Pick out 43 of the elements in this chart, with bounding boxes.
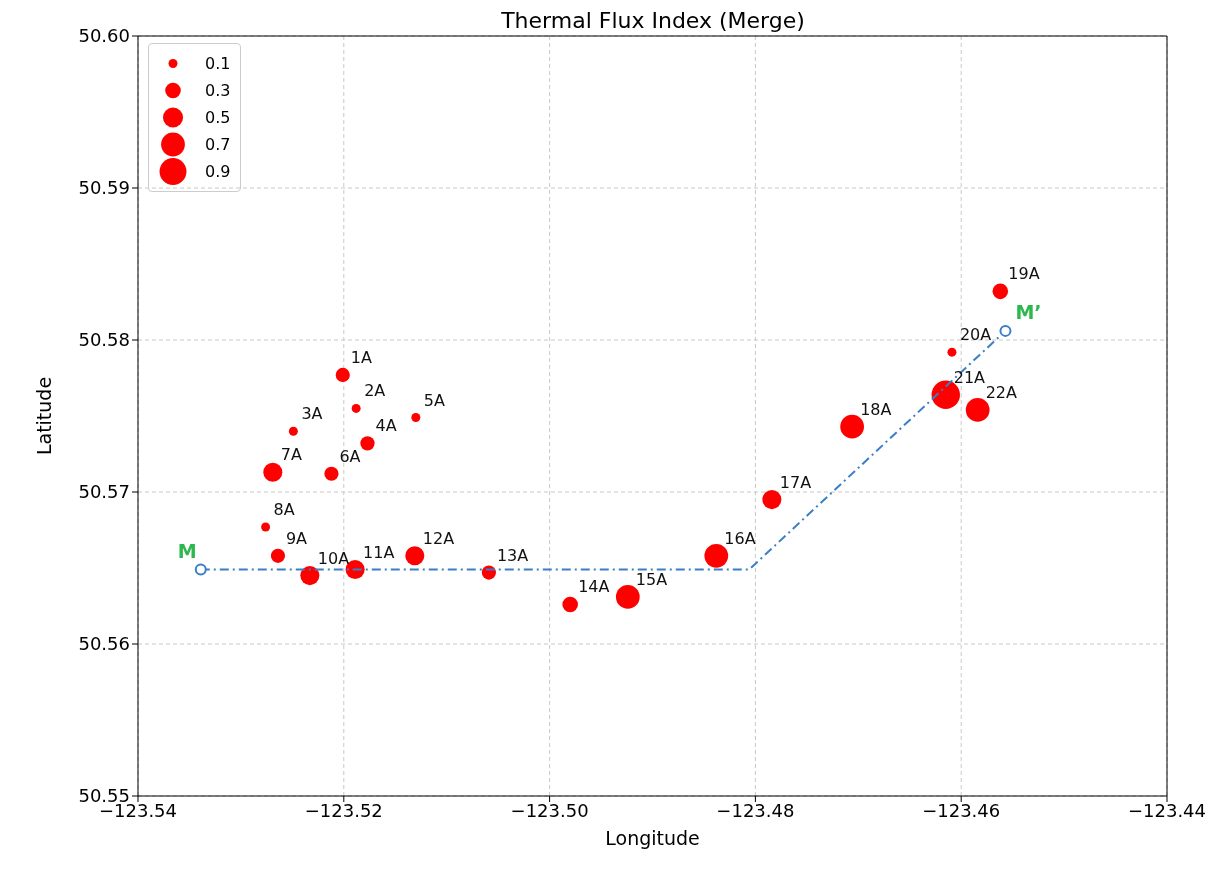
- annotation: 15A: [635, 569, 668, 589]
- annotation: 2A: [364, 381, 386, 401]
- x-tick-label: −123.52: [304, 799, 383, 821]
- y-tick-label: 50.56: [78, 633, 130, 655]
- x-tick-label: −123.48: [716, 799, 795, 821]
- legend-label: 0.5: [205, 108, 231, 127]
- annotation: 12A: [422, 528, 455, 548]
- annotation: 6A: [339, 446, 361, 466]
- y-tick-label: 50.57: [78, 481, 130, 503]
- annotation: M: [177, 539, 197, 562]
- annotation: M’: [1015, 300, 1042, 323]
- legend-label: 0.1: [205, 54, 231, 73]
- annotation: 7A: [280, 445, 302, 465]
- x-tick-label: −123.44: [1127, 799, 1207, 821]
- annotation: 8A: [273, 499, 295, 519]
- annotation: 20A: [959, 325, 992, 345]
- annotation: 14A: [578, 577, 610, 597]
- annotation: 17A: [779, 472, 812, 492]
- annotation: 19A: [1008, 264, 1040, 284]
- annotation: 5A: [423, 390, 446, 410]
- annotation: 3A: [301, 404, 323, 424]
- annotation: 11A: [363, 542, 395, 562]
- annotation: 16A: [724, 528, 756, 548]
- legend-label: 0.3: [205, 81, 231, 100]
- annotation: 10A: [317, 548, 350, 568]
- size-key: 0.1 0.3 0.5 0.7 0.9: [148, 43, 242, 192]
- annotation: 22A: [985, 382, 1018, 402]
- legend-label: 0.9: [205, 162, 231, 181]
- y-tick-label: 50.59: [78, 177, 130, 199]
- x-axis-title: Longitude: [605, 827, 700, 850]
- annotation: 18A: [860, 399, 892, 419]
- x-tick-label: −123.46: [922, 799, 1001, 821]
- y-axis-title: Latitude: [32, 376, 55, 456]
- y-tick-label: 50.58: [78, 329, 130, 351]
- annotation: 21A: [953, 367, 986, 387]
- legend-label: 0.7: [205, 135, 231, 154]
- annotation: 4A: [375, 416, 397, 436]
- annotation: 13A: [496, 545, 529, 565]
- annotation: 1A: [350, 347, 372, 367]
- x-tick-label: −123.50: [510, 799, 589, 821]
- chart-title: Thermal Flux Index (Merge): [500, 8, 806, 33]
- annotation: 9A: [285, 528, 308, 548]
- y-tick-label: 50.60: [78, 25, 130, 47]
